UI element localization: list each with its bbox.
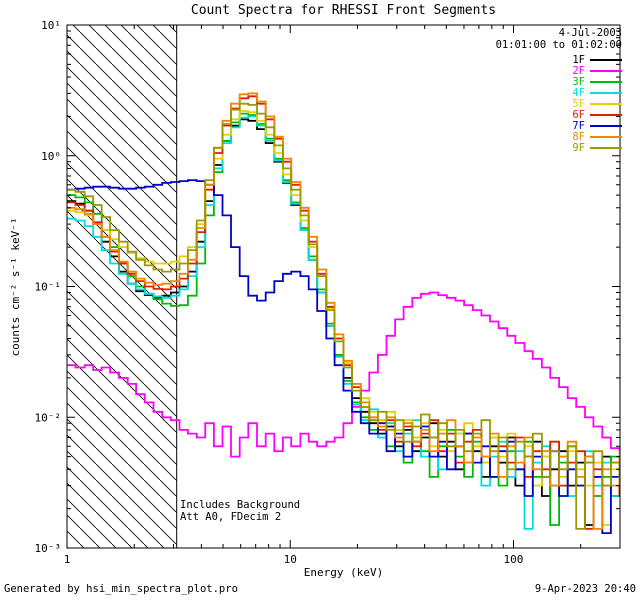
legend-swatch-1F [590, 58, 622, 61]
legend-item-8F: 8F [572, 130, 622, 143]
legend-label-4F: 4F [572, 86, 585, 99]
observation-date: 4-Jul-2003 [558, 27, 622, 39]
plot-title: Count Spectra for RHESSI Front Segments [190, 3, 497, 18]
legend-swatch-6F [590, 113, 622, 116]
legend-swatch-9F [590, 146, 622, 149]
legend-swatch-5F [590, 102, 622, 105]
y-tick-label: 10⁻¹ [35, 281, 62, 294]
legend-item-5F: 5F [572, 97, 622, 110]
detector-legend: 1F 2F 3F 4F 5F 6F 7F 8F 9F [572, 53, 622, 154]
x-axis-label: Energy (keV) [303, 566, 384, 579]
y-axis-label: counts cm⁻² s⁻¹ keV⁻¹ [9, 217, 22, 357]
y-tick-label: 10⁻² [35, 411, 62, 424]
y-tick-label: 10⁻³ [35, 542, 62, 555]
legend-item-4F: 4F [572, 86, 622, 99]
attenuator-cutoff-hatch-region [67, 25, 177, 548]
legend-label-9F: 9F [572, 141, 585, 154]
legend-swatch-7F [590, 124, 622, 127]
legend-swatch-2F [590, 69, 622, 72]
y-tick-label: 10⁰ [41, 150, 61, 163]
legend-label-3F: 3F [572, 75, 585, 88]
legend-swatch-4F [590, 91, 622, 94]
legend-item-9F: 9F [572, 141, 622, 154]
legend-label-1F: 1F [572, 53, 585, 66]
legend-swatch-3F [590, 80, 622, 83]
y-tick-label: 10¹ [41, 19, 61, 32]
legend-item-6F: 6F [572, 108, 622, 121]
x-tick-label: 10 [284, 553, 297, 566]
note-includes-background: Includes Background [180, 499, 301, 511]
legend-label-7F: 7F [572, 119, 585, 132]
x-tick-label: 1 [64, 553, 71, 566]
legend-item-1F: 1F [572, 53, 622, 66]
legend-label-5F: 5F [572, 97, 585, 110]
legend-swatch-8F [590, 135, 622, 138]
spectrum-series-2F [67, 291, 621, 460]
legend-item-7F: 7F [572, 119, 622, 132]
legend-label-6F: 6F [572, 108, 585, 121]
note-attenuator-decimation-state: Att A0, FDecim 2 [180, 511, 282, 523]
spectrum-series-9F [67, 102, 621, 530]
legend-label-8F: 8F [572, 130, 585, 143]
legend-label-2F: 2F [572, 64, 585, 77]
observation-time-range: 01:01:00 to 01:02:00 [495, 39, 622, 51]
generation-timestamp: 9-Apr-2023 20:40 [534, 583, 636, 595]
x-tick-label: 100 [504, 553, 524, 566]
generator-credit: Generated by hsi_min_spectra_plot.pro [4, 583, 238, 595]
legend-item-2F: 2F [572, 64, 622, 77]
legend-item-3F: 3F [572, 75, 622, 88]
